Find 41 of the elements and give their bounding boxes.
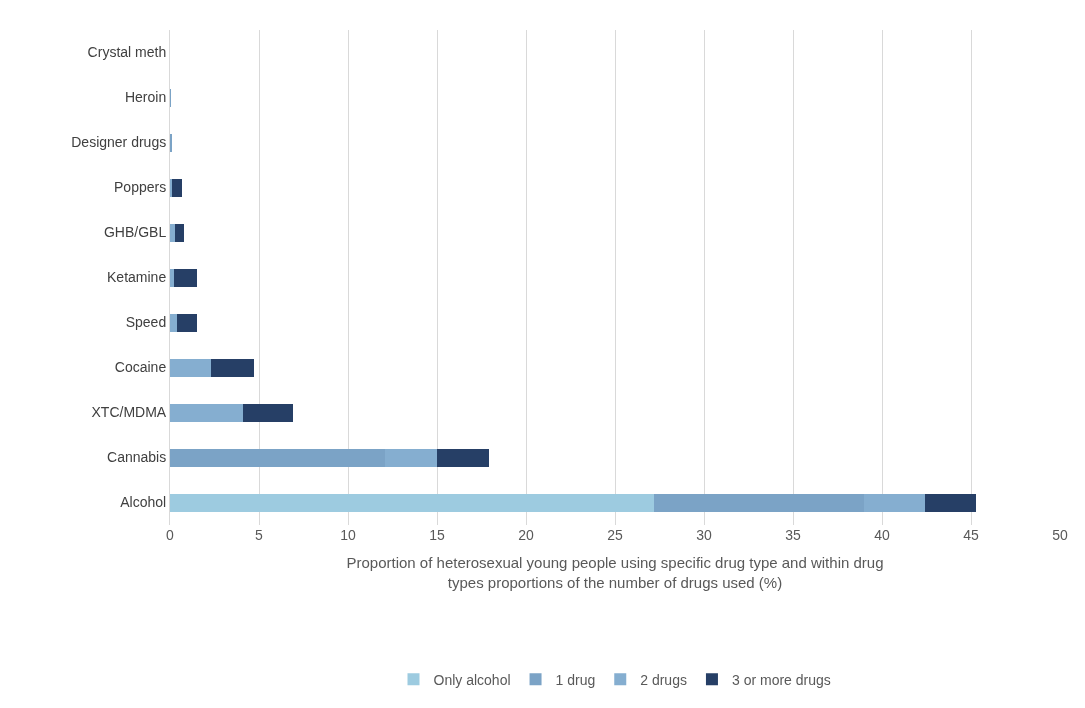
y-tick-label: Designer drugs — [71, 134, 167, 151]
bar — [242, 403, 293, 422]
bar — [170, 223, 176, 242]
bar — [170, 268, 174, 287]
bar — [170, 493, 655, 512]
bar — [171, 178, 183, 197]
x-tick-label: 15 — [429, 527, 445, 543]
y-tick-label: Heroin — [124, 89, 167, 106]
x-tick-label: 45 — [963, 527, 979, 543]
x-tick-label: 20 — [518, 527, 534, 543]
bar — [175, 223, 185, 242]
y-tick-label: XTC/MDMA — [91, 404, 167, 421]
x-tick-label: 35 — [785, 527, 801, 543]
bar — [210, 358, 254, 377]
x-tick-label: 30 — [696, 527, 712, 543]
bar — [437, 448, 489, 467]
y-tick-label: Ketamine — [107, 269, 167, 286]
y-tick-label: Alcohol — [120, 494, 167, 511]
x-axis-title: Proportion of heterosexual young people using specific drug type and within drug types proportions of the number of drugs used (%) — [346, 554, 884, 591]
bar — [177, 313, 197, 332]
legend-label: Only alcohol — [433, 671, 511, 688]
bar — [173, 268, 197, 287]
bar — [170, 358, 211, 377]
legend-label: 3 or more drugs — [731, 671, 831, 688]
legend-label: 2 drugs — [640, 671, 687, 688]
y-tick-label: Speed — [125, 314, 167, 331]
bar — [170, 403, 243, 422]
y-tick-label: Cannabis — [107, 449, 167, 466]
x-tick-label: 25 — [607, 527, 623, 543]
x-tick-label: 5 — [255, 527, 264, 543]
x-tick-label: 0 — [166, 527, 175, 543]
x-tick-label: 10 — [340, 527, 356, 543]
bar — [924, 493, 977, 512]
y-tick-label: Cocaine — [114, 359, 167, 376]
y-tick-label: Crystal meth — [87, 44, 167, 61]
y-tick-label: Poppers — [114, 179, 167, 196]
x-tick-label: 40 — [874, 527, 890, 543]
y-tick-label: GHB/GBL — [103, 224, 167, 241]
x-tick-label: 50 — [1052, 527, 1068, 543]
legend-label: 1 drug — [555, 671, 596, 688]
bar — [170, 313, 178, 332]
